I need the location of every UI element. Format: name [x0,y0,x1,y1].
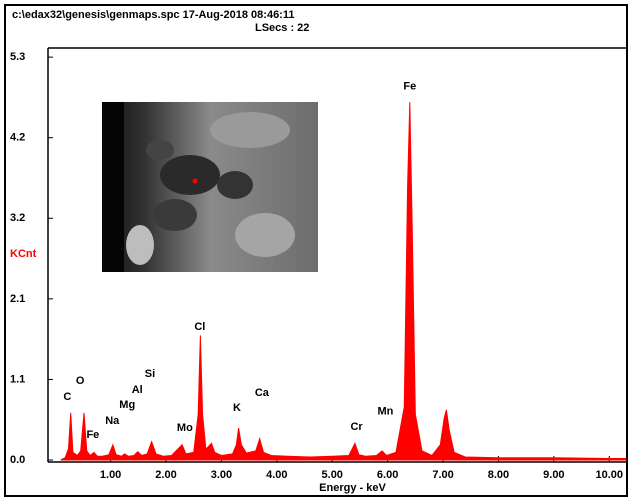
x-tick-label: 2.00 [155,469,176,481]
peak-label: K [233,402,241,414]
y-tick-label: 2.1 [10,293,25,305]
peak-label: Mo [177,422,193,434]
x-tick-label: 5.00 [322,469,343,481]
peak-label: Fe [86,429,99,441]
x-tick-label: 6.00 [377,469,398,481]
x-tick-label: 10.00 [596,469,624,481]
x-tick-label: 3.00 [211,469,232,481]
x-tick-label: 4.00 [266,469,287,481]
spectrum [60,101,627,461]
peak-label: Si [145,368,155,380]
x-tick-label: 9.00 [543,469,564,481]
y-tick-label: 1.1 [10,373,25,385]
chart-title: c:\edax32\genesis\genmaps.spc 17-Aug-201… [12,9,294,21]
sem-blob [160,155,220,195]
peak-label: Mn [377,405,393,417]
sem-image [102,102,318,272]
peak-label: C [63,391,71,403]
x-axis-label: Energy - keV [319,482,386,494]
chart-subtitle: LSecs : 22 [255,22,309,34]
x-tick-label: 1.00 [100,469,121,481]
peak-label: Mg [119,399,135,411]
sem-blob [210,112,290,148]
y-tick-label: 3.2 [10,212,25,224]
peak-label: Ca [255,387,270,399]
y-axis-label: KCnt [10,248,37,260]
peak-label: Al [132,384,143,396]
x-tick-label: 7.00 [432,469,453,481]
sem-blob [235,213,295,257]
y-tick-label: 5.3 [10,51,25,63]
peak-label: Cr [350,421,363,433]
y-tick-label: 0.0 [10,454,25,466]
sem-blob [217,171,253,199]
peak-label: O [76,375,85,387]
peak-label: Cl [194,321,205,333]
sem-blob [146,140,174,160]
sem-blob [153,199,197,231]
x-tick-label: 8.00 [488,469,509,481]
peak-label: Fe [403,81,416,93]
sem-blob [126,225,154,265]
peak-label: Na [105,415,120,427]
sem-marker [192,178,198,184]
y-tick-label: 4.2 [10,132,25,144]
sem-shadow [102,102,124,272]
